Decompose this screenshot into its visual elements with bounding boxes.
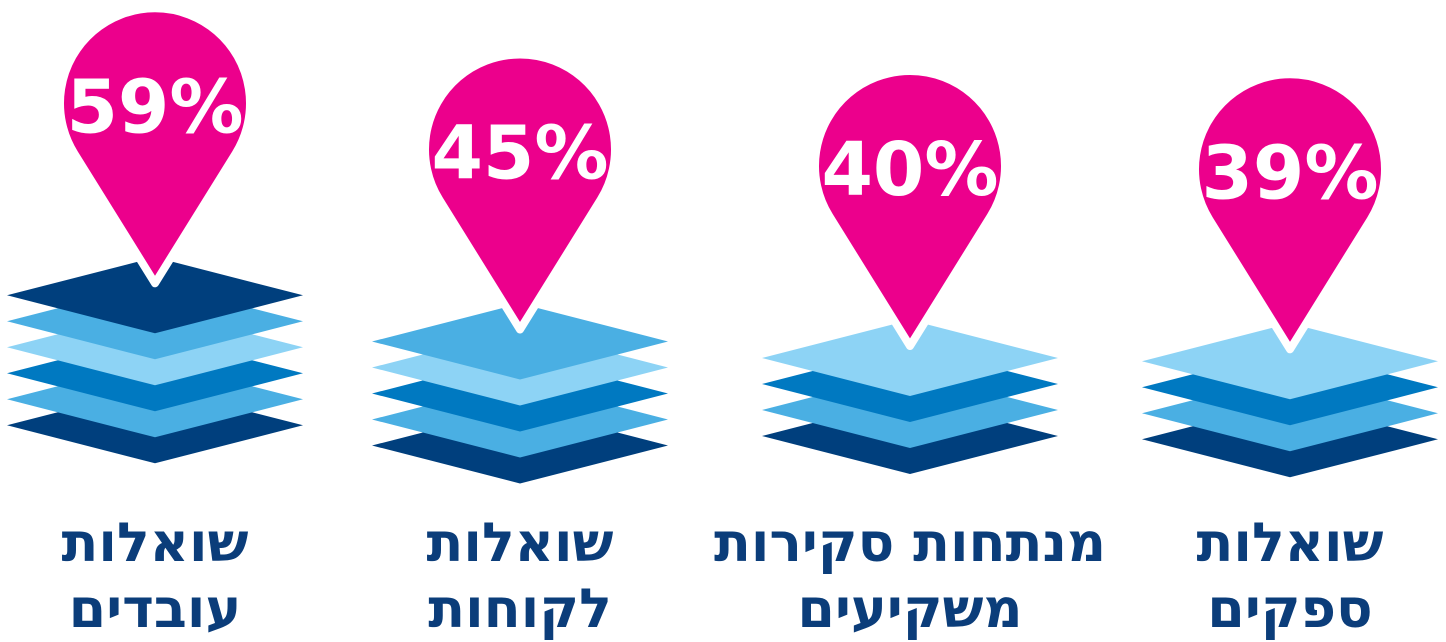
value-label: 40% bbox=[821, 127, 998, 213]
pin bbox=[421, 50, 619, 334]
pin bbox=[1191, 70, 1389, 354]
value-label: 45% bbox=[431, 111, 608, 197]
pin bbox=[811, 67, 1009, 350]
layer bbox=[762, 320, 1058, 396]
layer bbox=[7, 257, 303, 334]
category-label: שואלות עובדים bbox=[61, 511, 249, 640]
category-label: שואלות לקוחות bbox=[426, 511, 614, 640]
value-label: 59% bbox=[66, 64, 243, 150]
value-label: 39% bbox=[1201, 130, 1378, 216]
layer bbox=[372, 303, 668, 380]
pin bbox=[56, 4, 254, 288]
category-label: מנתחות סקירות משקיעים bbox=[713, 511, 1107, 640]
category-label: שואלות ספקים bbox=[1196, 511, 1384, 640]
layer bbox=[1142, 323, 1438, 400]
